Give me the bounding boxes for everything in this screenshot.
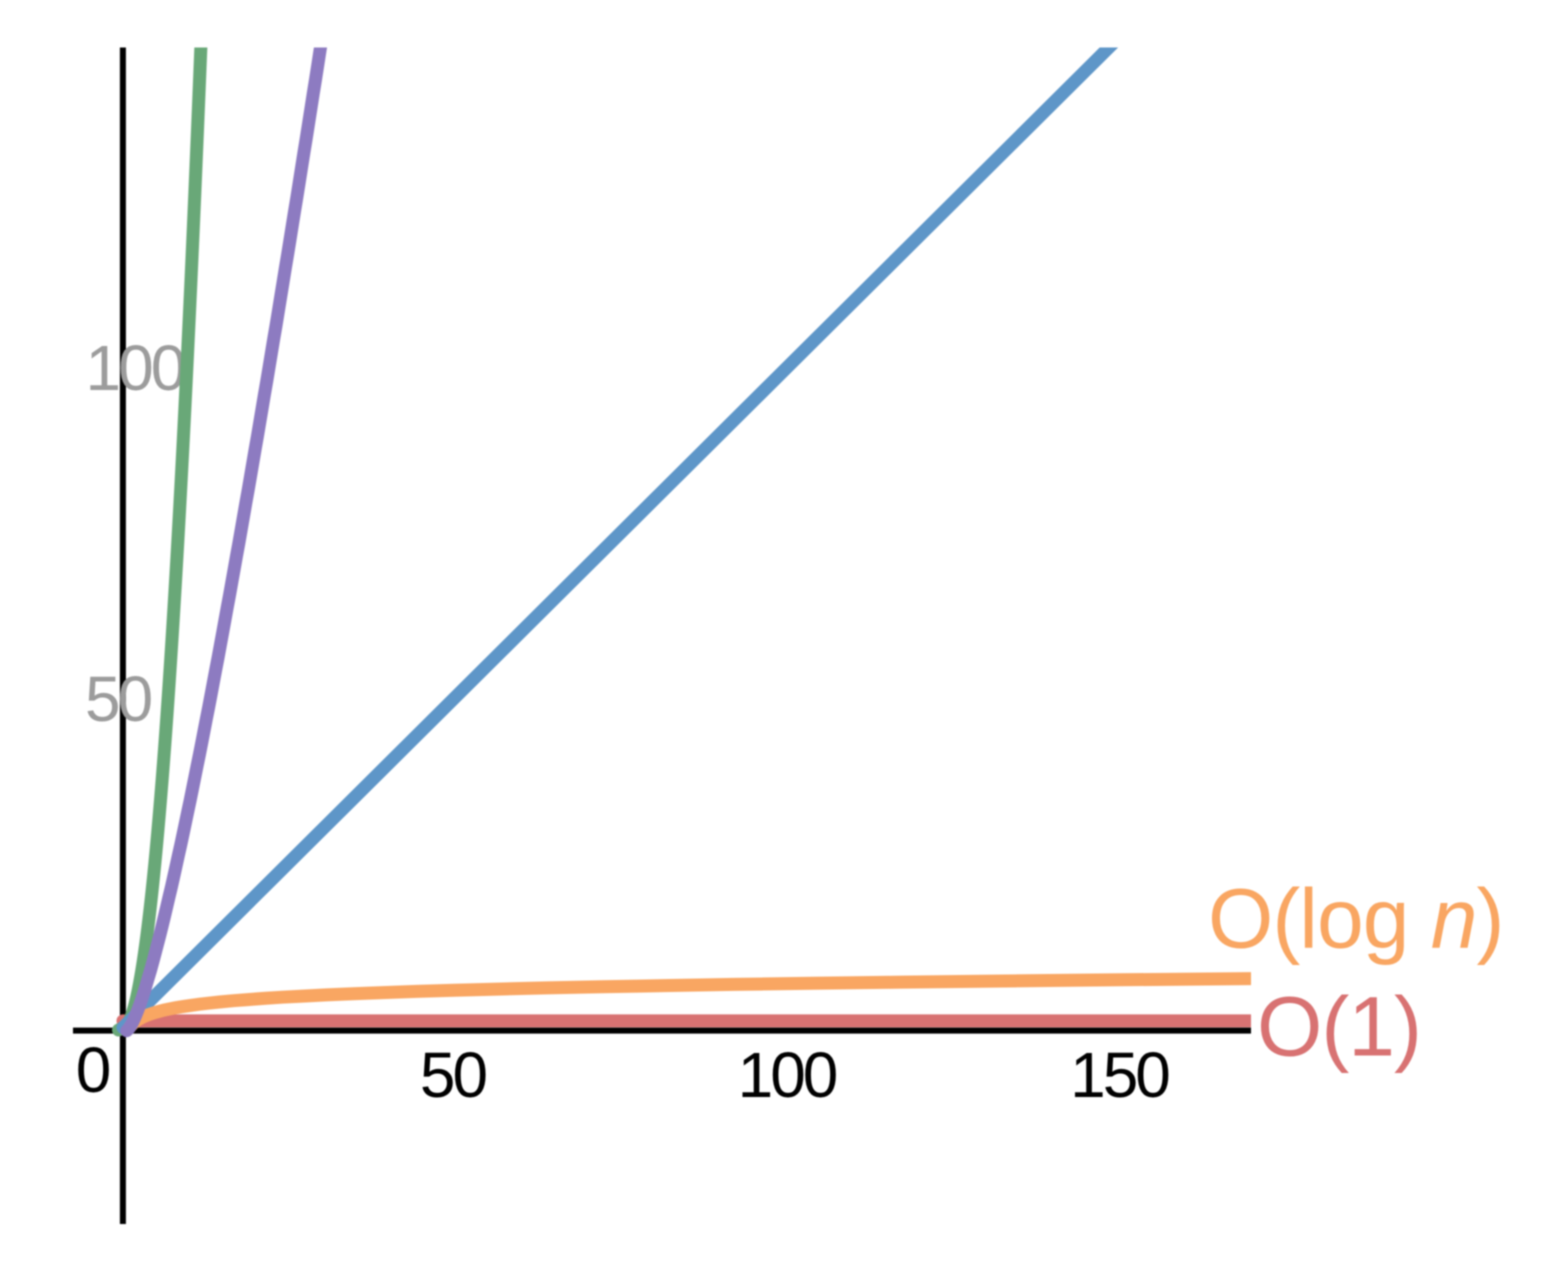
svg-text:100: 100 bbox=[86, 332, 185, 404]
svg-text:0: 0 bbox=[76, 1034, 110, 1106]
svg-text:150: 150 bbox=[1070, 1039, 1169, 1111]
svg-text:O(log n): O(log n) bbox=[1208, 871, 1503, 965]
svg-text:50: 50 bbox=[85, 663, 152, 735]
svg-text:O(1): O(1) bbox=[1257, 979, 1421, 1073]
svg-text:50: 50 bbox=[420, 1039, 487, 1111]
svg-text:100: 100 bbox=[738, 1039, 837, 1111]
